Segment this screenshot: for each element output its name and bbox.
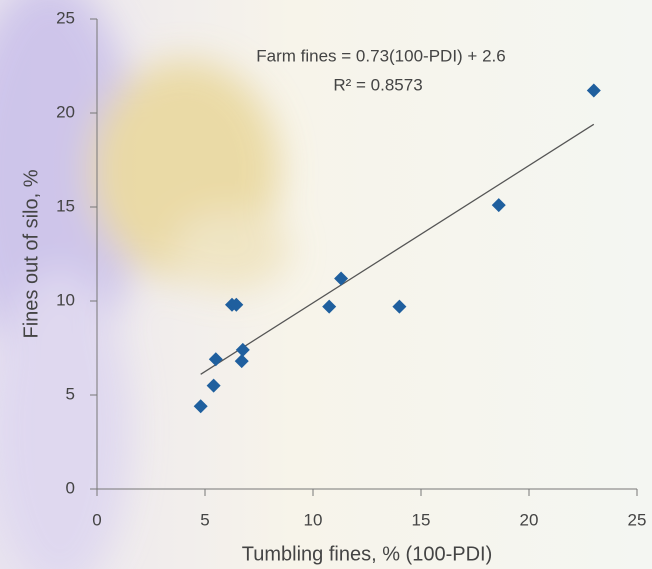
x-tick-label: 15 [412,510,431,529]
annotation: Farm fines = 0.73(100-PDI) + 2.6 [256,46,505,65]
y-tick-label: 15 [56,196,75,215]
data-point [235,342,250,357]
x-tick-label: 20 [520,510,539,529]
y-tick-label: 0 [66,478,75,497]
x-tick-label: 5 [200,510,209,529]
y-axis-title: Fines out of silo, % [20,169,42,338]
annotation: R² = 0.8573 [333,75,422,94]
data-point [322,299,337,314]
data-point [234,354,249,369]
data-point [586,83,601,98]
y-tick-label: 10 [56,290,75,309]
x-axis-title: Tumbling fines, % (100-PDI) [242,543,492,565]
y-tick-label: 5 [66,384,75,403]
y-tick-label: 25 [56,8,75,27]
data-point [208,352,223,367]
data-point [392,299,407,314]
data-point [229,297,244,312]
trendline [200,123,595,375]
x-tick-label: 10 [304,510,323,529]
y-tick-label: 20 [56,102,75,121]
data-point [206,378,221,393]
data-point [334,271,349,286]
x-tick-label: 0 [92,510,101,529]
x-tick-label: 25 [628,510,647,529]
data-point [491,198,506,213]
data-point [193,399,208,414]
